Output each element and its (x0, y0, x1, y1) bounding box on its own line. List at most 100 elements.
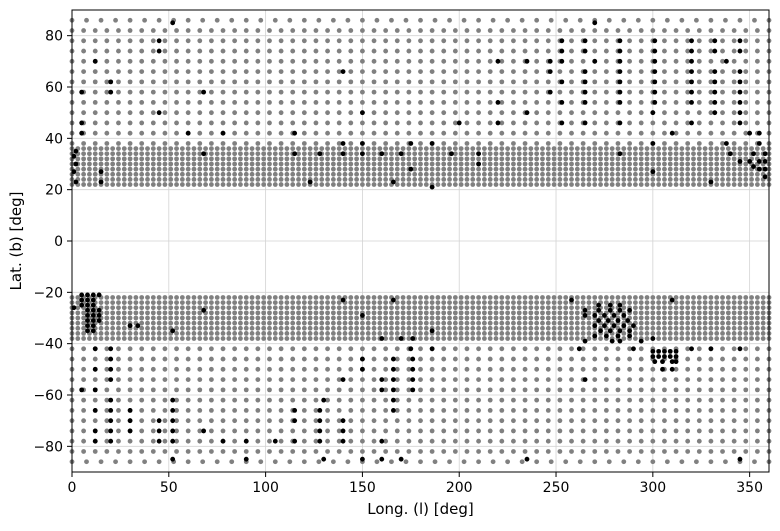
data-point-grey (296, 171, 301, 177)
data-point-grey (127, 161, 133, 167)
data-point-grey (127, 377, 133, 382)
data-point-grey (168, 336, 174, 341)
data-point-grey (516, 295, 522, 300)
data-point-grey (139, 151, 145, 157)
data-point-grey (667, 171, 673, 177)
data-point-grey (731, 418, 737, 424)
data-point-grey (569, 69, 574, 74)
data-point-grey (261, 336, 267, 341)
data-point-grey (104, 346, 110, 352)
data-point-grey (174, 161, 179, 167)
data-point-grey (174, 166, 179, 172)
data-point-grey (360, 408, 365, 413)
data-point-grey (638, 79, 644, 85)
data-point-black (559, 120, 565, 126)
data-point-grey (499, 356, 505, 362)
data-point-grey (447, 161, 452, 167)
data-point-grey (720, 387, 725, 393)
data-point-grey (301, 315, 307, 321)
data-point-grey (627, 38, 632, 44)
data-point-grey (185, 336, 191, 341)
data-point-grey (179, 151, 185, 157)
data-point-grey (133, 331, 139, 336)
data-point-black (79, 302, 85, 308)
data-point-grey (609, 156, 615, 162)
data-point-grey (179, 305, 185, 311)
data-point-grey (615, 156, 621, 162)
data-point-grey (319, 305, 325, 311)
data-point-grey (470, 151, 476, 157)
data-point-grey (150, 346, 156, 352)
data-point-grey (650, 295, 656, 300)
data-point-grey (644, 320, 650, 326)
data-point-grey (720, 320, 725, 326)
data-point-grey (92, 161, 98, 167)
data-point-grey (493, 310, 499, 316)
data-point-grey (691, 310, 696, 316)
data-point-grey (272, 331, 278, 336)
data-point-black (656, 354, 662, 359)
data-point-grey (691, 161, 696, 167)
data-point-grey (551, 300, 557, 305)
data-point-grey (301, 408, 307, 413)
data-point-grey (516, 151, 522, 157)
data-point-grey (447, 305, 452, 311)
data-point-grey (696, 449, 702, 454)
data-point-black (321, 456, 327, 462)
data-point-grey (708, 79, 714, 85)
data-point-grey (209, 331, 214, 336)
data-point-grey (301, 146, 307, 152)
data-point-grey (505, 331, 511, 336)
data-point-grey (412, 305, 418, 311)
data-point-black (429, 141, 435, 146)
data-point-grey (150, 366, 156, 372)
data-point-grey (209, 141, 214, 146)
data-point-black (108, 428, 114, 434)
data-point-grey (336, 120, 342, 126)
data-point-grey (360, 17, 365, 23)
data-point-grey (133, 295, 139, 300)
data-point-grey (255, 38, 261, 44)
data-point-grey (255, 182, 261, 187)
data-point-grey (429, 89, 435, 95)
data-point-grey (603, 438, 609, 444)
data-point-grey (406, 28, 412, 33)
data-point-grey (301, 356, 307, 362)
data-point-grey (150, 397, 156, 403)
data-point-grey (516, 166, 522, 172)
data-point-grey (505, 166, 511, 172)
data-point-grey (569, 28, 574, 33)
data-point-grey (238, 146, 243, 152)
data-point-grey (336, 320, 342, 326)
data-point-grey (638, 48, 644, 54)
data-point-grey (673, 428, 679, 434)
data-point-black (762, 166, 768, 172)
data-point-grey (737, 151, 743, 157)
data-point-grey (139, 449, 145, 454)
data-point-grey (406, 171, 412, 177)
data-point-grey (499, 295, 505, 300)
data-point-grey (92, 166, 98, 172)
data-point-grey (574, 320, 580, 326)
data-point-grey (174, 346, 179, 352)
data-point-grey (313, 300, 319, 305)
data-point-grey (220, 89, 226, 95)
data-point-grey (116, 79, 121, 85)
data-point-grey (116, 100, 121, 105)
data-point-grey (627, 300, 632, 305)
data-point-grey (499, 48, 505, 54)
data-point-grey (174, 438, 179, 444)
data-point-grey (243, 331, 249, 336)
data-point-black (627, 307, 632, 313)
data-point-grey (383, 171, 389, 177)
data-point-grey (354, 295, 360, 300)
data-point-grey (87, 336, 92, 341)
data-point-grey (307, 171, 313, 177)
data-point-grey (418, 177, 423, 182)
data-point-grey (720, 366, 725, 372)
data-point-grey (429, 449, 435, 454)
data-point-grey (104, 69, 110, 74)
data-point-grey (185, 356, 191, 362)
data-point-grey (336, 141, 342, 146)
data-point-grey (534, 161, 540, 167)
